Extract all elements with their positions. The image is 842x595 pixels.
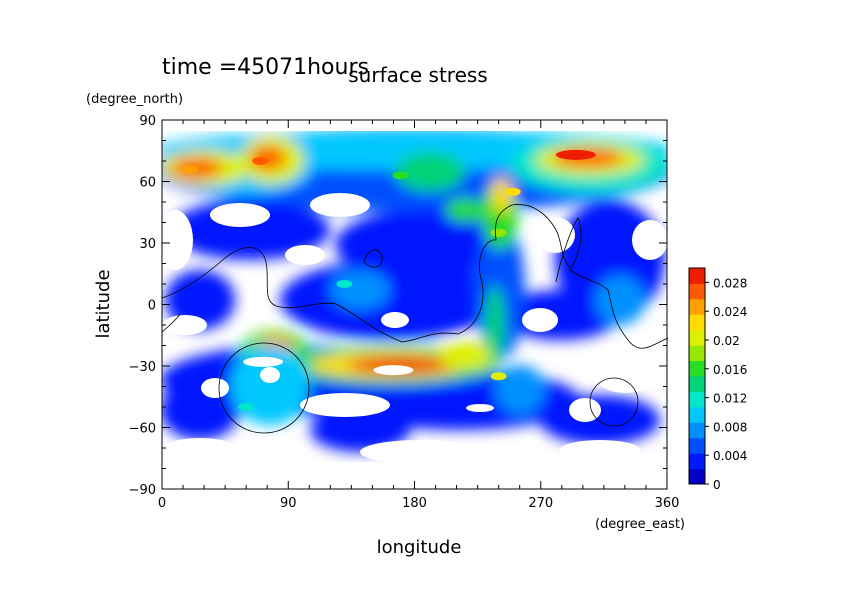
colorbar-tick-label: 0	[713, 478, 721, 492]
feature-max-0	[252, 157, 269, 165]
colorbar-swatch	[689, 376, 705, 392]
colorbar-tick-label: 0.028	[713, 276, 747, 290]
y-tick-label: −30	[129, 360, 156, 375]
y-tick-label: 60	[139, 176, 156, 191]
colorbar-swatch	[689, 406, 705, 423]
feature-max-6	[243, 356, 283, 367]
feature-max-2	[555, 149, 596, 160]
colorbar-swatch	[689, 314, 705, 331]
coastline-africa	[161, 204, 571, 343]
feature-max-5	[490, 372, 507, 381]
feature-max-3	[504, 187, 521, 196]
coastline-south-ring	[218, 342, 310, 434]
feature-max-10	[336, 280, 353, 288]
colorbar-tick-label: 0.012	[713, 392, 747, 406]
colorbar-swatch	[689, 422, 705, 439]
colorbar-tick-label: 0.024	[713, 305, 747, 319]
colorbar-swatch	[689, 437, 705, 454]
y-tick-label: −60	[129, 422, 156, 437]
stress-field	[162, 131, 667, 462]
y-units-label: (degree_north)	[86, 92, 183, 107]
y-tick-label: 90	[139, 114, 156, 129]
colorbar-swatch	[689, 283, 705, 300]
colorbar-swatch	[689, 453, 705, 470]
x-tick-label: 180	[402, 496, 427, 511]
colorbar-frame	[688, 267, 706, 485]
colorbar-swatch	[689, 268, 705, 284]
chart-title: surface stress	[348, 63, 487, 87]
y-tick-label: −90	[129, 483, 156, 498]
time-label: time =45071hours	[162, 55, 369, 80]
y-tick-label: 30	[139, 237, 156, 252]
colorbar-swatch	[689, 345, 705, 362]
feature-max-7	[392, 171, 409, 180]
colorbar-tick-label: 0.004	[713, 449, 747, 463]
x-units-label: (degree_east)	[595, 517, 685, 532]
y-axis-label: latitude	[93, 269, 114, 338]
y-tick-label: 0	[148, 299, 156, 314]
coastline-southwest	[161, 313, 181, 333]
feature-max-8	[490, 228, 507, 237]
coastline-overlay	[161, 204, 669, 434]
x-tick-label: 90	[280, 496, 297, 511]
coastline-southeast-ring	[589, 377, 639, 427]
colorbar-swatch	[689, 360, 705, 377]
x-axis-label: longitude	[377, 537, 462, 558]
axes: 0 90 180 270 360 90 60 30 0 −30 −60 −90	[129, 114, 680, 511]
x-tick-label: 270	[528, 496, 553, 511]
x-tick-label: 360	[655, 496, 680, 511]
colorbar: 0 0.004 0.008 0.012 0.016 0.02 0.024 0.028	[688, 267, 747, 492]
colorbar-tick-label: 0.016	[713, 363, 747, 377]
feature-max-4	[373, 365, 414, 376]
colorbar-swatch	[689, 329, 705, 346]
colorbar-swatch	[689, 298, 705, 315]
colorbar-swatch	[689, 391, 705, 408]
x-tick-label: 0	[158, 496, 166, 511]
coastline-north	[555, 217, 669, 349]
feature-max-9	[238, 403, 255, 411]
colorbar-swatch	[689, 468, 705, 485]
colorbar-tick-label: 0.02	[713, 334, 740, 348]
coastline-island	[363, 249, 383, 268]
colorbar-tick-label: 0.008	[713, 420, 747, 434]
feature-max-1	[182, 165, 199, 174]
